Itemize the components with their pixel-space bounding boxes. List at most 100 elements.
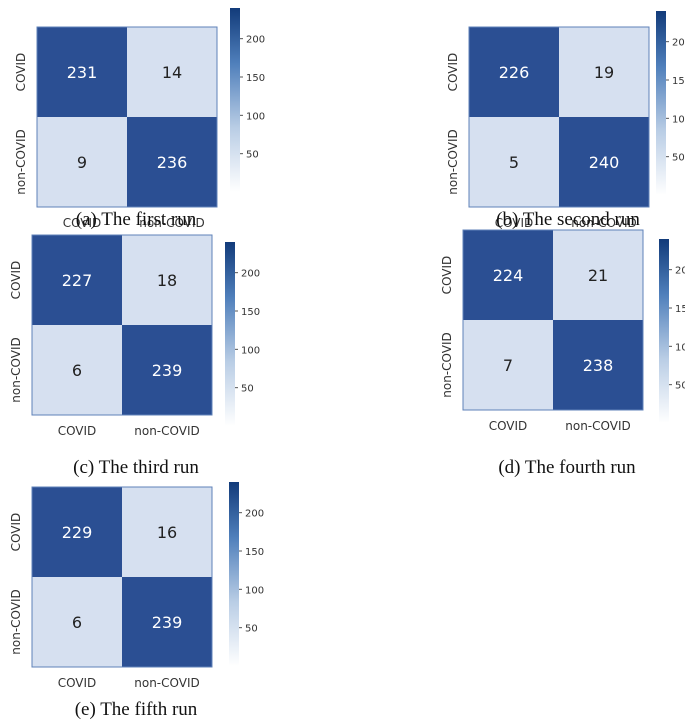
colorbar-tick-label: 150 — [672, 76, 685, 87]
matrix-cell — [122, 235, 212, 325]
caption-fourth-run: (d) The fourth run — [498, 457, 636, 478]
cell-value-label: 224 — [493, 266, 524, 285]
cell-value-label: 240 — [589, 153, 620, 172]
cell-value-label: 18 — [157, 271, 177, 290]
row-label: non-COVID — [9, 337, 23, 402]
colorbar — [230, 8, 240, 192]
column-label: COVID — [495, 216, 534, 230]
row-label: non-COVID — [446, 129, 460, 194]
matrix-cell — [37, 117, 127, 207]
cell-value-label: 7 — [503, 356, 513, 375]
cell-value-label: 231 — [67, 63, 98, 82]
cell-value-label: 9 — [77, 153, 87, 172]
caption-second-run: (b) The second run — [496, 209, 640, 230]
row-label: non-COVID — [440, 332, 454, 397]
caption-third-run: (c) The third run — [73, 457, 199, 478]
cell-value-label: 236 — [157, 153, 188, 172]
cell-value-label: 238 — [583, 356, 614, 375]
column-label: COVID — [63, 216, 102, 230]
cell-value-label: 6 — [72, 361, 82, 380]
colorbar-tick-label: 15 — [675, 304, 685, 315]
matrix-cell — [37, 27, 127, 117]
colorbar-tick-label: 50 — [675, 381, 685, 392]
cell-value-label: 6 — [72, 613, 82, 632]
colorbar-tick-label: 100 — [241, 345, 260, 356]
cell-value-label: 16 — [157, 523, 177, 542]
column-label: COVID — [58, 424, 97, 438]
matrix-cell — [463, 320, 553, 410]
caption-fifth-run: (e) The fifth run — [74, 699, 198, 720]
colorbar-tick-label: 50 — [245, 624, 258, 635]
colorbar-tick-label: 150 — [241, 307, 260, 318]
row-label: COVID — [9, 261, 23, 300]
colorbar-tick-label: 100 — [246, 111, 265, 122]
cell-value-label: 239 — [152, 613, 183, 632]
cell-value-label: 19 — [594, 63, 614, 82]
matrix-cell — [553, 320, 643, 410]
matrix-cell — [32, 325, 122, 415]
row-label: non-COVID — [9, 589, 23, 654]
colorbar-tick-label: 100 — [245, 585, 264, 596]
caption-first-run: (a) The first run — [75, 209, 197, 230]
matrix-cell — [122, 577, 212, 667]
matrix-cell — [127, 27, 217, 117]
matrix-cell — [32, 577, 122, 667]
colorbar-tick-label: 200 — [246, 35, 265, 46]
column-label: COVID — [489, 419, 528, 433]
colorbar-tick-label: 50 — [672, 153, 685, 164]
column-label: non-COVID — [134, 676, 199, 690]
colorbar-tick-label: 200 — [241, 269, 260, 280]
matrix-border — [31, 234, 213, 416]
matrix-cell — [32, 235, 122, 325]
cell-value-label: 5 — [509, 153, 519, 172]
row-label: COVID — [14, 53, 28, 92]
cell-value-label: 14 — [162, 63, 182, 82]
cell-value-label: 239 — [152, 361, 183, 380]
matrix-border — [468, 26, 650, 208]
colorbar-tick-label: 200 — [672, 38, 685, 49]
colorbar — [656, 11, 666, 195]
matrix-cell — [127, 117, 217, 207]
colorbar-tick-label: 150 — [245, 547, 264, 558]
colorbar — [229, 482, 239, 666]
matrix-cell — [469, 27, 559, 117]
colorbar-tick-label: 50 — [241, 384, 254, 395]
matrix-cell — [469, 117, 559, 207]
matrix-cell — [553, 230, 643, 320]
matrix-cell — [463, 230, 553, 320]
row-label: COVID — [9, 513, 23, 552]
row-label: non-COVID — [14, 129, 28, 194]
cell-value-label: 21 — [588, 266, 608, 285]
row-label: COVID — [440, 256, 454, 295]
colorbar — [659, 239, 669, 423]
cell-value-label: 229 — [62, 523, 93, 542]
column-label: COVID — [58, 676, 97, 690]
column-label: non-COVID — [565, 419, 630, 433]
colorbar-tick-label: 50 — [246, 150, 259, 161]
column-label: non-COVID — [134, 424, 199, 438]
colorbar — [225, 242, 235, 426]
colorbar-tick-label: 10 — [675, 342, 685, 353]
colorbar-tick-label: 100 — [672, 114, 685, 125]
matrix-border — [31, 486, 213, 668]
colorbar-tick-label: 200 — [245, 509, 264, 520]
column-label: non-COVID — [139, 216, 204, 230]
matrix-cell — [559, 27, 649, 117]
column-label: non-COVID — [571, 216, 636, 230]
matrix-border — [462, 229, 644, 411]
colorbar-tick-label: 20 — [675, 266, 685, 277]
matrix-cell — [122, 325, 212, 415]
cell-value-label: 227 — [62, 271, 93, 290]
colorbar-tick-label: 150 — [246, 73, 265, 84]
row-label: COVID — [446, 53, 460, 92]
cell-value-label: 226 — [499, 63, 530, 82]
matrix-cell — [32, 487, 122, 577]
